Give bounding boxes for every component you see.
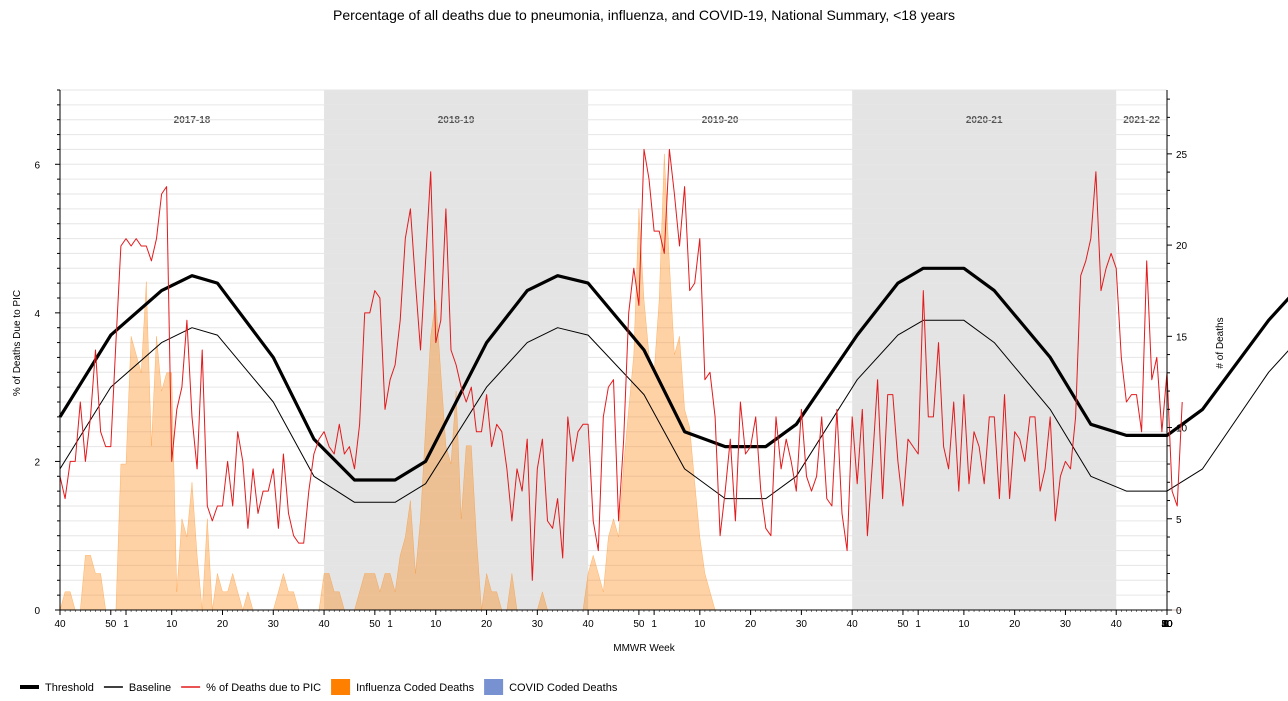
season-band	[324, 90, 589, 610]
x-tick-label: 20	[217, 619, 229, 630]
x-tick-label: 1	[123, 619, 129, 630]
x-tick-label: 30	[268, 619, 280, 630]
y-axis-right-label: # of Deaths	[1215, 317, 1226, 368]
x-tick-label: 40	[1111, 619, 1123, 630]
season-label: 2017-18	[174, 115, 211, 126]
x-tick-label: 10	[166, 619, 178, 630]
y-right-tick-label: 25	[1176, 150, 1188, 161]
line-series	[58, 148, 1288, 581]
x-tick-label: 50	[105, 619, 117, 630]
x-tick-label: 1	[651, 619, 657, 630]
x-tick-label: 50	[633, 619, 645, 630]
x-tick-label: 20	[1009, 619, 1021, 630]
x-tick-label: 10	[694, 619, 706, 630]
season-label: 2020-21	[966, 115, 1003, 126]
x-tick-label: 40	[318, 619, 330, 630]
legend: Threshold Baseline % of Deaths due to PIC I…	[20, 679, 618, 695]
x-tick-label: 30	[532, 619, 544, 630]
legend-item: % of Deaths due to PIC	[181, 682, 321, 694]
season-label: 2021-22	[1123, 115, 1160, 126]
x-tick-label: 10	[958, 619, 970, 630]
x-tick-label: 20	[1161, 619, 1173, 630]
baseline-line	[59, 319, 1288, 503]
season-band	[852, 90, 1117, 610]
x-tick-label: 30	[1161, 619, 1173, 630]
x-tick-label: 30	[1060, 619, 1072, 630]
legend-label: Baseline	[129, 682, 171, 694]
y-right-tick-label: 10	[1176, 424, 1188, 435]
x-tick-label: 40	[1161, 619, 1173, 630]
x-tick-label: 50	[1161, 619, 1173, 630]
legend-label: % of Deaths due to PIC	[206, 682, 321, 694]
x-tick-label: 40	[54, 619, 66, 630]
x-axis-label: MMWR Week	[613, 643, 675, 654]
x-tick-label: 20	[481, 619, 493, 630]
legend-item: Baseline	[103, 682, 171, 694]
y-left-tick-label: 6	[34, 160, 40, 171]
x-tick-label: 40	[583, 619, 595, 630]
y-axis-left-label: % of Deaths Due to PIC	[12, 290, 23, 396]
legend-swatch	[484, 679, 504, 695]
chart-title: Percentage of all deaths due to pneumoni…	[333, 7, 955, 23]
x-tick-label: 1	[915, 619, 921, 630]
season-label: 2019-20	[702, 115, 739, 126]
y-right-tick-label: 20	[1176, 241, 1188, 252]
x-tick-label: 50	[897, 619, 909, 630]
legend-label: Influenza Coded Deaths	[356, 682, 475, 694]
legend-item: Influenza Coded Deaths	[331, 679, 475, 695]
-of-deaths-due-to-pic-line	[59, 148, 1183, 581]
x-tick-label: 50	[369, 619, 381, 630]
x-tick-label: 1	[1164, 619, 1170, 630]
y-right-tick-label: 15	[1176, 332, 1188, 343]
legend-label: Threshold	[45, 682, 94, 694]
y-right-tick-label: 0	[1176, 606, 1182, 617]
x-tick-label: 50	[1161, 619, 1173, 630]
grid-lines	[60, 89, 1167, 611]
y-left-tick-label: 0	[34, 606, 40, 617]
season-bands: 2017-18 2018-19 2019-20 2020-21 2021-22	[174, 90, 1160, 610]
x-tick-label: 1	[1164, 619, 1170, 630]
threshold-line	[58, 266, 1288, 482]
x-tick-label: 10	[430, 619, 442, 630]
x-tick-label: 20	[745, 619, 757, 630]
legend-item: COVID Coded Deaths	[484, 679, 618, 695]
x-tick-label: 10	[1161, 619, 1173, 630]
x-tick-label: 40	[847, 619, 859, 630]
y-right-tick-label: 5	[1176, 515, 1182, 526]
legend-label: COVID Coded Deaths	[509, 682, 618, 694]
y-left-tick-label: 4	[34, 309, 40, 320]
y-left-tick-label: 2	[34, 457, 40, 468]
legend-swatch	[331, 679, 351, 695]
x-tick-label: 30	[796, 619, 808, 630]
legend-item: Threshold	[20, 682, 94, 694]
x-tick-label: 1	[387, 619, 393, 630]
season-label: 2018-19	[438, 115, 475, 126]
